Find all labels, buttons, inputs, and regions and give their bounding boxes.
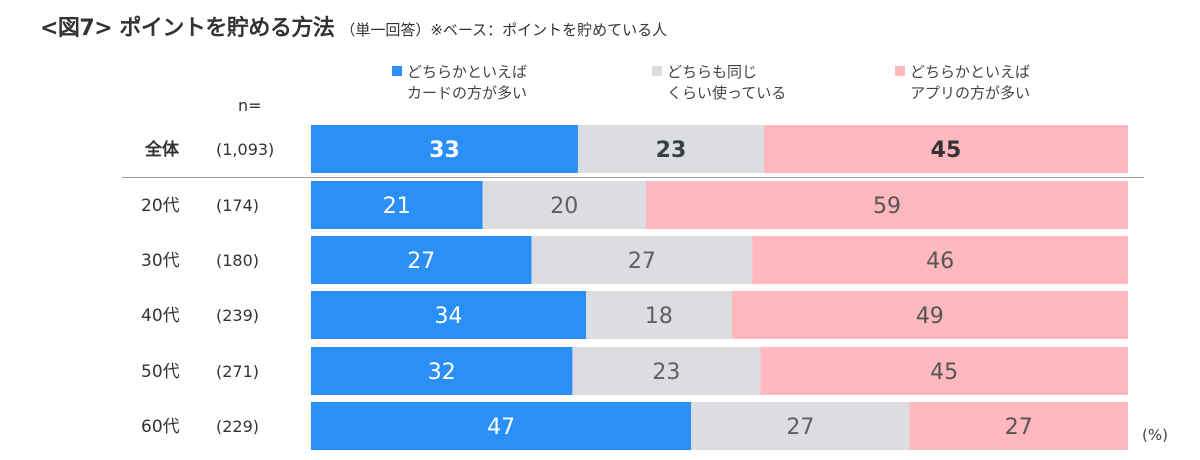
sample-size-label: (271) bbox=[216, 362, 259, 381]
bar-segment-app bbox=[909, 402, 1128, 450]
data-label-both: 20 bbox=[550, 194, 578, 219]
bar-segment-app bbox=[760, 347, 1128, 395]
data-label-app: 49 bbox=[916, 304, 944, 329]
data-label-card: 47 bbox=[487, 415, 515, 440]
legend-label-card-line2: カードの方が多い bbox=[407, 84, 528, 102]
legend-swatch-app bbox=[895, 66, 905, 76]
category-label: 40代 bbox=[141, 306, 180, 326]
bar-segment-card bbox=[311, 125, 578, 173]
bar-segment-both bbox=[482, 181, 646, 229]
sample-size-header: n= bbox=[238, 96, 262, 115]
legend-label-app-line2: アプリの方が多い bbox=[910, 84, 1031, 102]
chart-title-sub: （単一回答）※ベース：ポイントを貯めている人 bbox=[340, 21, 668, 39]
legend-label-both-line1: どちらも同じ bbox=[667, 63, 758, 81]
total-divider-line bbox=[122, 177, 1144, 178]
chart-title: <図7> ポイントを貯める方法 （単一回答）※ベース：ポイントを貯めている人 bbox=[40, 10, 667, 42]
legend-swatch-both bbox=[652, 66, 662, 76]
category-label: 50代 bbox=[141, 362, 180, 382]
data-label-card: 32 bbox=[428, 360, 456, 385]
bar-segment-card bbox=[311, 347, 573, 395]
legend-swatch-card bbox=[392, 66, 402, 76]
bar-segment-both bbox=[691, 402, 910, 450]
legend-item-card: どちらかといえば カードの方が多い bbox=[392, 62, 527, 104]
bar-segment-app bbox=[763, 125, 1128, 173]
bar-segment-card bbox=[311, 181, 483, 229]
sample-size-label: (174) bbox=[216, 196, 259, 215]
bar-segment-card bbox=[311, 236, 532, 284]
data-label-card: 34 bbox=[435, 304, 463, 329]
bar-segment-card bbox=[311, 402, 692, 450]
data-label-both: 27 bbox=[786, 415, 814, 440]
bar-segment-both bbox=[531, 236, 753, 284]
data-label-both: 23 bbox=[652, 360, 680, 385]
category-label: 30代 bbox=[141, 251, 180, 271]
data-label-app: 46 bbox=[926, 249, 954, 274]
data-label-app: 27 bbox=[1005, 415, 1033, 440]
legend-item-both: どちらも同じ くらい使っている bbox=[652, 62, 786, 104]
data-label-card: 21 bbox=[383, 194, 411, 219]
data-label-app: 45 bbox=[930, 360, 958, 385]
sample-size-label: (239) bbox=[216, 306, 259, 325]
data-label-app: 59 bbox=[873, 194, 901, 219]
bar-segment-app bbox=[752, 236, 1128, 284]
bar-segment-card bbox=[311, 291, 587, 339]
data-label-app: 45 bbox=[931, 138, 962, 163]
data-label-card: 33 bbox=[429, 138, 460, 163]
category-label: 60代 bbox=[141, 417, 180, 437]
legend-label-both-line2: くらい使っている bbox=[667, 84, 787, 102]
data-label-both: 18 bbox=[645, 304, 673, 329]
data-label-card: 27 bbox=[407, 249, 435, 274]
bar-segment-both bbox=[577, 125, 764, 173]
legend-label-app-line1: どちらかといえば bbox=[910, 63, 1031, 81]
category-label: 20代 bbox=[141, 196, 180, 216]
bar-segment-both bbox=[572, 347, 761, 395]
bar-segment-both bbox=[586, 291, 732, 339]
legend-item-app: どちらかといえば アプリの方が多い bbox=[895, 62, 1030, 104]
bar-segment-app bbox=[645, 181, 1128, 229]
bar-segment-app bbox=[731, 291, 1128, 339]
sample-size-label: (1,093) bbox=[216, 140, 274, 159]
sample-size-label: (180) bbox=[216, 251, 259, 270]
unit-label: (%) bbox=[1142, 426, 1168, 444]
sample-size-label: (229) bbox=[216, 417, 259, 436]
chart-title-main: <図7> ポイントを貯める方法 bbox=[40, 16, 335, 41]
category-label: 全体 bbox=[144, 139, 180, 160]
data-label-both: 27 bbox=[628, 249, 656, 274]
legend-label-card-line1: どちらかといえば bbox=[407, 63, 528, 81]
data-label-both: 23 bbox=[656, 138, 687, 163]
